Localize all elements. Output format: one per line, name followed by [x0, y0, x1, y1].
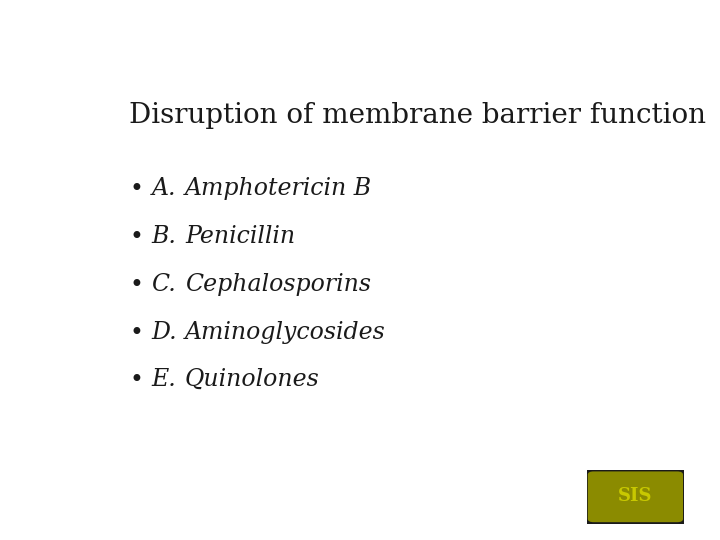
Text: B.: B.: [151, 225, 176, 248]
Text: Cephalosporins: Cephalosporins: [185, 273, 371, 296]
Text: SIS: SIS: [618, 487, 652, 505]
Text: A.: A.: [151, 177, 176, 200]
Text: •: •: [129, 225, 143, 249]
FancyBboxPatch shape: [588, 471, 683, 522]
Text: •: •: [129, 321, 143, 345]
Text: Quinolones: Quinolones: [185, 368, 320, 392]
Text: C.: C.: [151, 273, 176, 296]
Text: E.: E.: [151, 368, 176, 392]
Text: Penicillin: Penicillin: [185, 225, 295, 248]
Text: •: •: [129, 177, 143, 201]
Text: •: •: [129, 368, 143, 393]
Text: Amphotericin B: Amphotericin B: [185, 177, 372, 200]
Text: Aminoglycosides: Aminoglycosides: [185, 321, 386, 343]
Text: D.: D.: [151, 321, 177, 343]
Text: Disruption of membrane barrier function: Disruption of membrane barrier function: [129, 102, 706, 129]
FancyBboxPatch shape: [582, 468, 689, 525]
Text: •: •: [129, 273, 143, 296]
